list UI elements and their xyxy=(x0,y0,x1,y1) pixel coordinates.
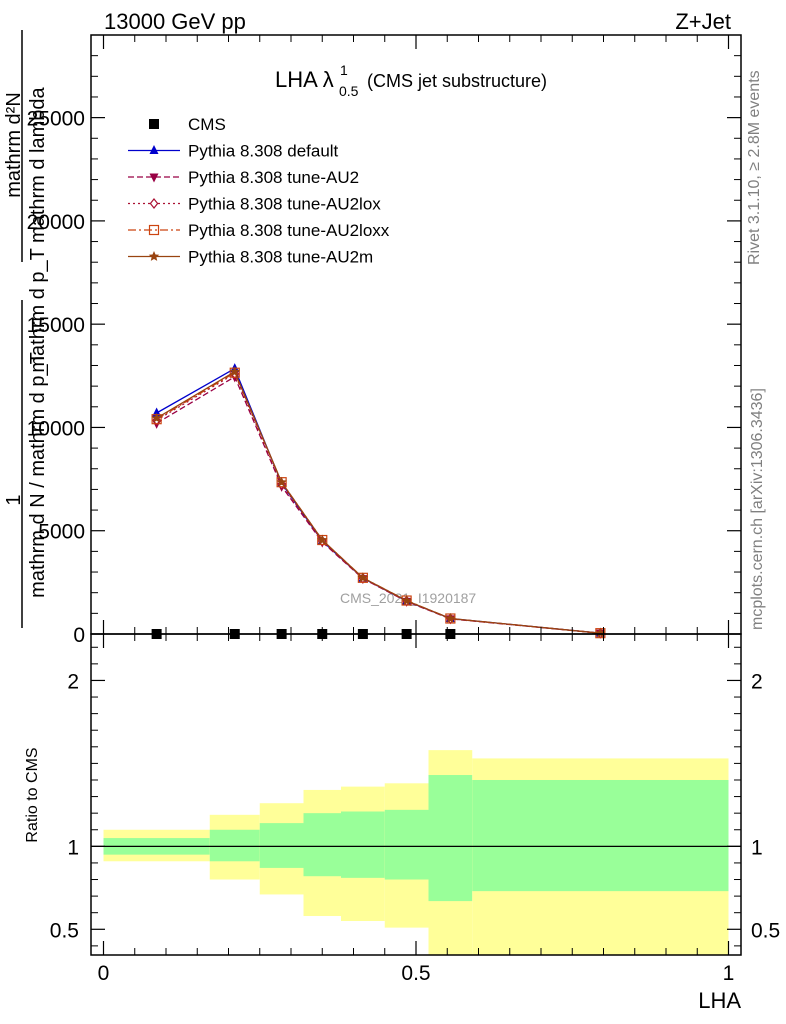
xtick-label-0: 0 xyxy=(98,962,110,985)
plot-title: LHA λ 1 0.5 (CMS jet substructure) xyxy=(275,62,547,99)
ratio-band-green-7 xyxy=(472,779,729,892)
legend-label-2: Pythia 8.308 tune-AU2 xyxy=(188,168,359,187)
legend-entry-3: Pythia 8.308 tune-AU2lox xyxy=(128,195,381,214)
process-label: Z+Jet xyxy=(675,9,731,34)
ratio-bands xyxy=(103,750,729,955)
legend-label-0: CMS xyxy=(188,115,226,134)
series-5-point-2 xyxy=(276,476,287,487)
series-5 xyxy=(151,366,606,638)
ylabel-denominator-bottom: mathrm d N / mathrm d p_T xyxy=(27,352,49,598)
series-line-3 xyxy=(156,372,601,634)
legend-label-4: Pythia 8.308 tune-AU2loxx xyxy=(188,221,390,240)
ratio-band-green-4 xyxy=(341,811,385,878)
main-ytick-label-5: 25000 xyxy=(27,108,85,131)
series-5-point-1 xyxy=(229,366,240,377)
main-ytick-label-3: 15000 xyxy=(27,314,85,337)
ratio-band-green-2 xyxy=(259,823,304,868)
mcplots-label: mcplots.cern.ch [arXiv:1306.3436] xyxy=(749,388,766,630)
title-suffix: (CMS jet substructure) xyxy=(367,71,547,91)
legend-marker-4 xyxy=(148,224,160,236)
title-sub: 0.5 xyxy=(339,83,359,99)
ratio-band-green-6 xyxy=(428,775,473,902)
main-ylabel: mathrm d²N mathrm d p_T mathrm d lambda … xyxy=(3,30,49,628)
rivet-label: Rivet 3.1.10, ≥ 2.8M events xyxy=(746,70,763,265)
legend-entry-4: Pythia 8.308 tune-AU2loxx xyxy=(128,221,390,240)
legend-marker-0 xyxy=(149,119,159,129)
legend-marker-1 xyxy=(149,145,159,154)
ratio-ytick-label-left-2: 2 xyxy=(67,670,79,693)
series-5-point-5 xyxy=(401,595,412,606)
main-ytick-label-4: 20000 xyxy=(27,211,85,234)
ylabel-numerator-bottom: 1 xyxy=(3,494,25,505)
series-5-point-4 xyxy=(357,572,369,583)
xtick-label-1: 0.5 xyxy=(401,962,430,985)
series-line-2 xyxy=(156,375,601,634)
energy-label: 13000 GeV pp xyxy=(104,9,246,34)
ratio-ytick-label-right-1: 1 xyxy=(751,836,763,859)
title-main: LHA λ xyxy=(275,67,334,92)
main-ytick-label-0: 0 xyxy=(73,624,85,647)
series-5-point-3 xyxy=(317,534,328,545)
ratio-band-green-3 xyxy=(303,813,341,877)
series-5-point-0 xyxy=(151,412,162,423)
legend-marker-3 xyxy=(149,198,159,209)
xtick-label-2: 1 xyxy=(723,962,735,985)
ratio-band-green-5 xyxy=(384,809,429,880)
legend: CMS Pythia 8.308 default Pythia 8.308 tune… xyxy=(128,115,390,267)
ratio-ylabel: Ratio to CMS xyxy=(24,747,41,842)
legend-label-5: Pythia 8.308 tune-AU2m xyxy=(188,248,373,267)
ratio-band-green-1 xyxy=(209,829,260,862)
main-ytick-label-1: 5000 xyxy=(38,521,85,544)
series-line-5 xyxy=(156,370,601,634)
axis-ticks: 0 5000 10000 15000 20000 25000 0 0.5 1 0.5 0.5 1 1 2 2 xyxy=(27,35,780,985)
x-axis-label: LHA xyxy=(698,988,741,1013)
series-5-point-6 xyxy=(445,613,456,623)
ratio-ytick-label-left-1: 1 xyxy=(67,836,79,859)
legend-entry-1: Pythia 8.308 default xyxy=(128,142,339,161)
legend-entry-0: CMS xyxy=(149,115,226,134)
legend-label-1: Pythia 8.308 default xyxy=(188,142,339,161)
ratio-ytick-label-left-0: 0.5 xyxy=(50,919,79,942)
title-sup: 1 xyxy=(340,62,348,78)
ylabel-numerator-top: mathrm d²N xyxy=(3,92,25,198)
legend-label-3: Pythia 8.308 tune-AU2lox xyxy=(188,195,381,214)
ylabel-denominator-top: mathrm d p_T mathrm d lambda xyxy=(27,86,49,372)
legend-marker-5 xyxy=(148,251,160,261)
legend-marker-2 xyxy=(149,173,159,183)
legend-entry-2: Pythia 8.308 tune-AU2 xyxy=(128,168,359,187)
legend-entry-5: Pythia 8.308 tune-AU2m xyxy=(128,248,373,267)
ratio-ytick-label-right-2: 2 xyxy=(751,670,763,693)
series-5-point-7 xyxy=(595,627,606,638)
ratio-ytick-label-right-0: 0.5 xyxy=(751,919,780,942)
main-ytick-label-2: 10000 xyxy=(27,417,85,440)
